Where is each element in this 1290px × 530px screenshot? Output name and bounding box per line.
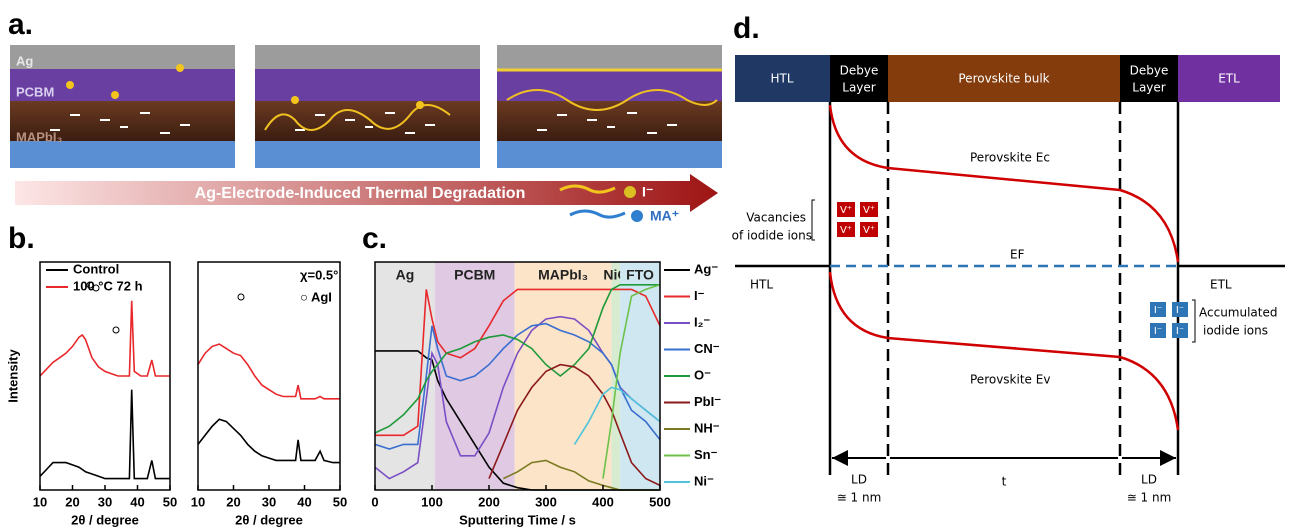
side-label: HTL: [750, 278, 773, 292]
panel-label: c.: [362, 222, 387, 255]
arrow-text: Ag-Electrode-Induced Thermal Degradation: [195, 185, 526, 202]
note: iodide ions: [1203, 324, 1268, 338]
x-tick-label: 500: [649, 494, 671, 509]
band-label: HTL: [770, 72, 793, 86]
dimension: ≅ 1 nm: [837, 491, 882, 505]
band-label: Perovskite bulk: [958, 72, 1049, 86]
band-label: Layer: [842, 81, 876, 95]
series-line: [40, 390, 170, 479]
legend-ion: [631, 210, 643, 222]
annotation: ○ AgI: [300, 289, 332, 304]
panel-label: d.: [733, 12, 760, 45]
series-line: [198, 344, 340, 399]
ion: V⁺: [863, 225, 875, 236]
ion: I⁻: [1176, 305, 1184, 316]
region: [515, 262, 612, 490]
layer-label: Ag: [16, 53, 33, 68]
ion: V⁺: [840, 225, 852, 236]
band-label: Debye: [1130, 64, 1169, 78]
x-axis-label: Sputtering Time / s: [459, 512, 576, 527]
legend-label: I⁻: [694, 288, 705, 303]
note: of iodide ions: [732, 229, 812, 243]
dimension: LD: [1141, 473, 1157, 487]
ion: V⁺: [840, 205, 852, 216]
conduction-band: [830, 105, 1178, 262]
x-tick-label: 20: [65, 494, 79, 509]
ion: V⁺: [863, 205, 875, 216]
series-line: [40, 301, 170, 376]
region-label: FTO: [626, 267, 654, 283]
legend-label: Ag⁻: [694, 261, 718, 276]
region-label: MAPbI₃: [538, 267, 588, 283]
ion: I⁻: [1154, 326, 1162, 337]
side-label: ETL: [1210, 278, 1232, 292]
layer-label: PCBM: [16, 84, 54, 99]
legend-label: CN⁻: [694, 341, 720, 356]
legend-label: PbI⁻: [694, 394, 721, 409]
legend-label: Control: [73, 261, 119, 276]
legend-label: I₂⁻: [694, 314, 710, 329]
legend-arrow: [570, 211, 625, 217]
band-diagram: HTL Debye Layer Perovskite bulk Debye La…: [732, 55, 1285, 505]
band: [1120, 55, 1178, 102]
x-tick-label: 40: [297, 494, 311, 509]
dimension: LD: [851, 473, 867, 487]
x-tick-label: 30: [262, 494, 276, 509]
dimension: t: [1002, 475, 1007, 489]
band: [830, 55, 888, 102]
x-tick-label: 10: [33, 494, 47, 509]
plot-frame: [40, 262, 170, 490]
x-tick-label: 100: [421, 494, 443, 509]
band-text: Perovskite Ev: [970, 373, 1050, 387]
x-tick-label: 400: [592, 494, 614, 509]
layer-label: MAPbI₃: [16, 129, 62, 144]
legend-label: NH⁻: [694, 420, 720, 435]
x-tick-label: 50: [163, 494, 177, 509]
x-tick-label: 30: [98, 494, 112, 509]
ion: I⁻: [1154, 305, 1162, 316]
region-label: PCBM: [454, 267, 495, 283]
band-text: Perovskite Ec: [970, 151, 1050, 165]
x-axis-label: 2θ / degree: [235, 512, 303, 527]
legend-label: Sn⁻: [694, 447, 718, 462]
valence-band: [830, 272, 1178, 430]
band-label: ETL: [1218, 72, 1240, 86]
schematic: [10, 45, 235, 168]
legend-label: I⁻: [642, 184, 653, 200]
agi-marker: [113, 327, 119, 333]
legend-label: MA⁺: [650, 208, 679, 224]
annotation: χ=0.5°: [300, 267, 338, 282]
legend-label: Ni⁻: [694, 473, 714, 488]
series-line: [198, 419, 340, 462]
x-tick-label: 50: [333, 494, 347, 509]
x-tick-label: 10: [191, 494, 205, 509]
y-axis-label: Intensity: [5, 349, 20, 403]
schematic: [255, 45, 480, 168]
note: Vacancies: [746, 211, 806, 225]
x-axis-label: 2θ / degree: [71, 512, 139, 527]
schematic: [497, 45, 722, 168]
x-tick-label: 0: [371, 494, 378, 509]
x-tick-label: 20: [226, 494, 240, 509]
panel-label: a.: [8, 8, 33, 41]
agi-marker: [238, 294, 244, 300]
legend-label: O⁻: [694, 367, 711, 382]
panel-label: b.: [8, 222, 35, 255]
dimension: ≅ 1 nm: [1127, 491, 1172, 505]
bracket: [1192, 300, 1195, 342]
x-tick-label: 300: [535, 494, 557, 509]
band-text: EF: [1010, 248, 1025, 262]
x-tick-label: 200: [478, 494, 500, 509]
x-tick-label: 40: [130, 494, 144, 509]
legend-label: 100 °C 72 h: [73, 278, 143, 293]
figure: a. b. c. d. Ag PCBM MAPbI₃ Ag-Electrode-…: [0, 0, 1290, 530]
ion: I⁻: [1176, 326, 1184, 337]
legend-ion: [624, 186, 636, 198]
region: [620, 262, 660, 490]
region-label: Ag: [396, 267, 415, 283]
band-label: Layer: [1132, 81, 1166, 95]
bracket: [812, 200, 815, 240]
note: Accumulated: [1199, 306, 1278, 320]
band-label: Debye: [840, 64, 879, 78]
